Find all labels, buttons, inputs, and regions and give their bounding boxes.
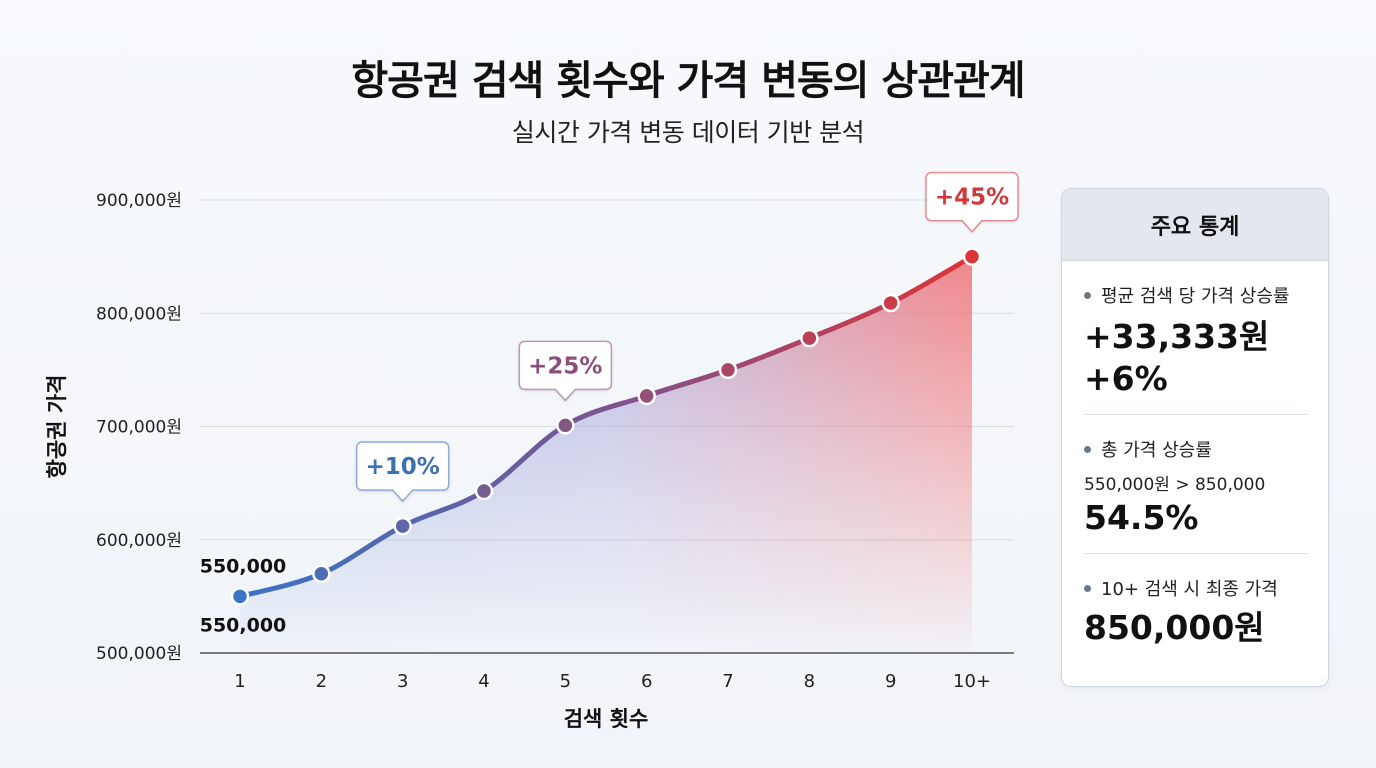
divider [1084,414,1308,415]
callout-label: +25% [528,353,602,379]
y-axis-label: 항공권 가격 [45,375,69,479]
stat-label: 10+ 검색 시 최종 가격 [1101,579,1278,600]
x-tick-label: 10+ [953,671,991,692]
data-point [800,328,819,348]
data-point [962,247,982,266]
data-point [312,564,331,583]
callout-box [355,441,450,503]
data-points [230,247,982,606]
x-tick-label: 5 [560,671,571,692]
x-axis: 1 2 3 4 5 6 7 8 9 10+ [234,671,991,692]
stat-total-increase: 총 가격 상승률 550,000원 > 850,000 54.5% [1084,436,1308,539]
bullet-icon [1084,584,1091,592]
x-tick-label: 9 [885,671,896,692]
callout-box [518,340,613,402]
stat-value: 850,000원 [1084,608,1265,647]
data-label: 550,000 [200,555,287,577]
y-tick-label: 900,000원 [96,191,182,211]
stat-value: +33,333원 [1084,317,1270,356]
annotations: +10% +25% +45% [355,171,1019,503]
data-point [230,587,250,606]
x-tick-label: 7 [722,671,733,692]
stats-panel-title: 주요 통계 [1062,189,1328,261]
stats-panel: 주요 통계 평균 검색 당 가격 상승률 +33,333원 +6% 총 가격 상… [1061,188,1329,687]
data-labels: 550,000 550,000 [200,555,287,636]
page-title: 항공권 검색 횟수와 가격 변동의 상관관계 [351,58,1025,104]
x-tick-label: 3 [397,671,408,692]
data-point [718,360,738,380]
x-tick-label: 2 [316,671,327,692]
stat-value: +6% [1084,359,1168,398]
price-chart: 900,000원 800,000원 700,000원 600,000원 500,000원… [45,171,1019,731]
callout-label: +10% [366,454,440,480]
series-line [237,254,975,599]
area-fill [240,256,972,653]
data-point [474,481,494,501]
stat-value: 54.5% [1084,498,1199,537]
y-tick-label: 500,000원 [96,644,182,664]
y-tick-label: 800,000원 [96,304,182,324]
callout-box [925,171,1019,233]
annotation-callout: +45% [925,171,1019,233]
y-axis: 900,000원 800,000원 700,000원 600,000원 500,000원 [96,191,182,664]
stat-label: 평균 검색 당 가격 상승률 [1101,286,1290,307]
data-point [881,293,900,313]
stat-sub: 550,000원 > 850,000 [1084,475,1266,495]
annotation-callout: +25% [518,340,613,402]
bullet-icon [1084,445,1091,453]
divider [1084,553,1308,554]
callout-label: +45% [935,185,1009,211]
page-subtitle: 실시간 가격 변동 데이터 기반 분석 [511,118,865,147]
x-tick-label: 6 [641,671,652,692]
data-point [556,416,575,435]
data-point [393,516,412,536]
y-tick-label: 700,000원 [96,418,182,438]
data-point [637,386,656,406]
stat-avg-increase: 평균 검색 당 가격 상승률 +33,333원 +6% [1084,282,1308,400]
bullet-icon [1084,291,1091,299]
annotation-callout: +10% [355,441,450,503]
stat-label: 총 가격 상승률 [1101,440,1212,461]
x-tick-label: 8 [804,671,815,692]
x-tick-label: 1 [234,671,245,692]
stat-final-price: 10+ 검색 시 최종 가격 850,000원 [1084,575,1308,649]
data-label: 550,000 [200,614,287,636]
y-tick-label: 600,000원 [96,531,182,551]
x-axis-label: 검색 횟수 [564,707,649,731]
x-tick-label: 4 [478,671,489,692]
